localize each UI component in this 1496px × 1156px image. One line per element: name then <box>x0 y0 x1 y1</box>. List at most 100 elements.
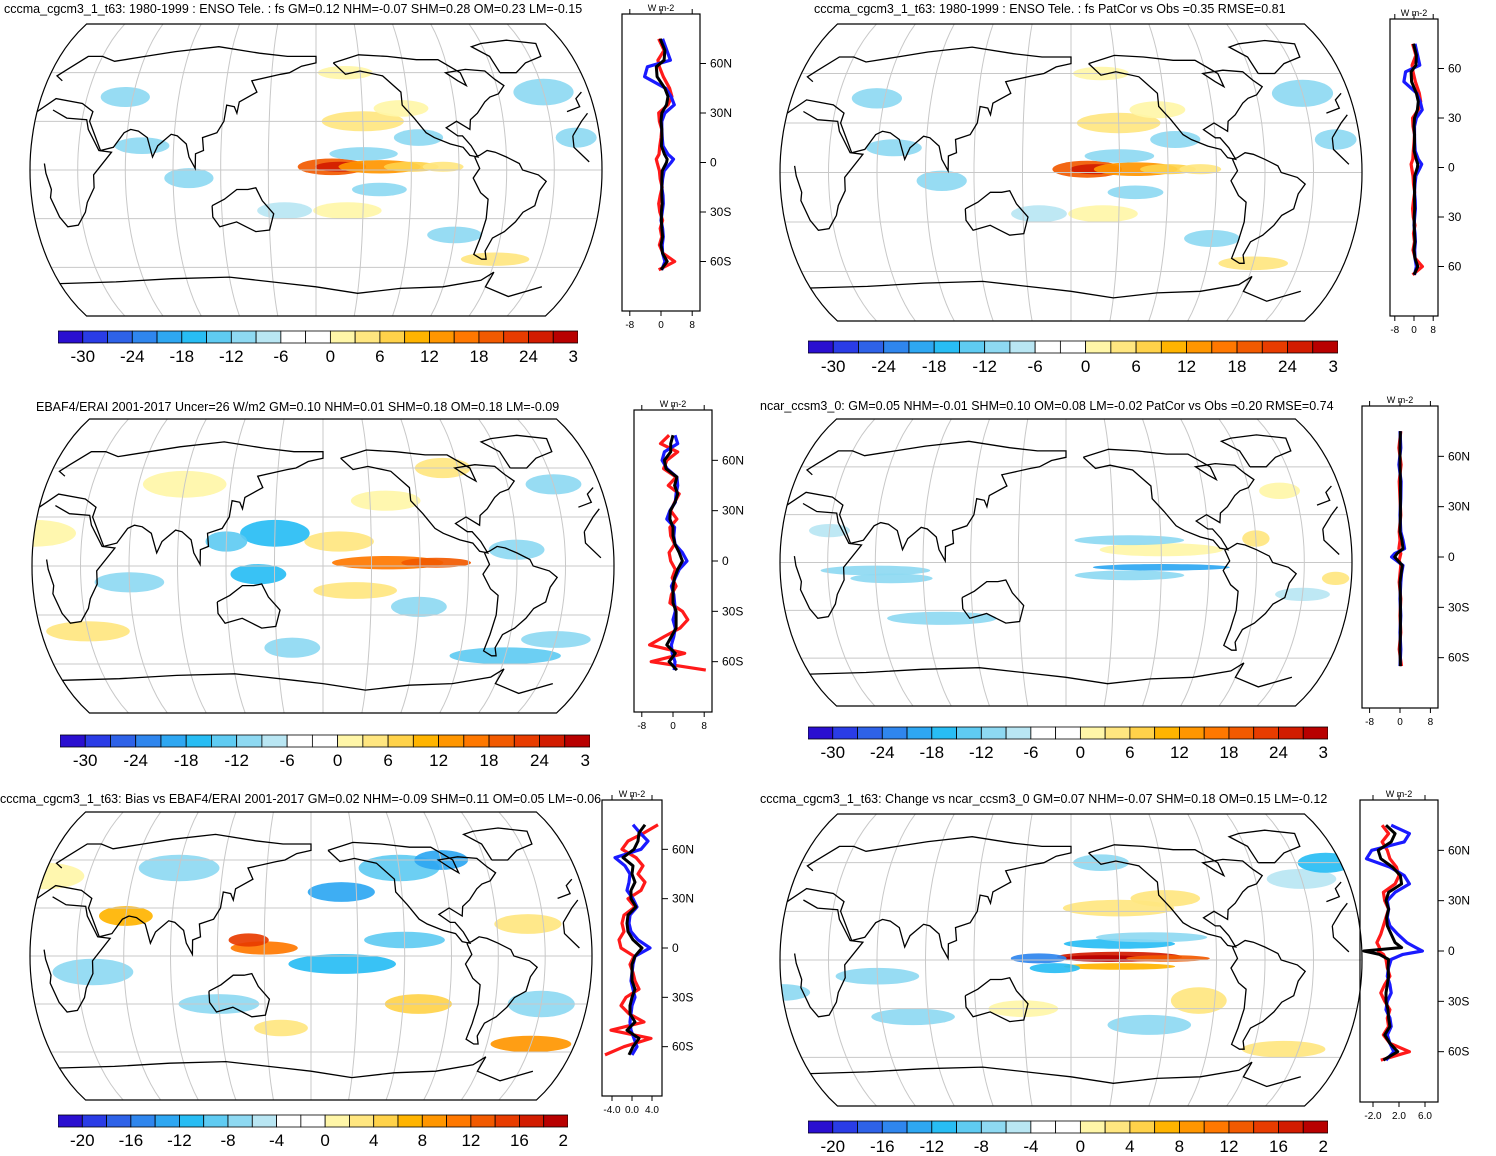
colorbar-tick-label: 20 <box>1319 1137 1328 1156</box>
zonal-y-tick-label: 30N <box>1448 500 1470 514</box>
zonal-y-tick-label: 30N <box>1448 894 1470 908</box>
longitude-gridline <box>827 24 877 321</box>
panel-title: cccma_cgcm3_1_t63: Bias vs EBAF4/ERAI 20… <box>0 792 602 806</box>
colorbar-tick-label: -30 <box>821 357 846 376</box>
colorbar-box <box>980 726 1007 740</box>
colorbar-box <box>1055 726 1081 740</box>
colorbar-box <box>881 726 908 740</box>
colorbar-tick-label: 18 <box>470 347 489 366</box>
zonal-units-label: W m-2 <box>1387 395 1414 405</box>
coastline-africa <box>45 505 117 624</box>
colorbar-tick-label: 12 <box>420 347 439 366</box>
colorbar-box <box>519 1114 545 1128</box>
coastline-asia-europe <box>36 46 317 171</box>
zonal-x-tick-label: 2.0 <box>1392 1111 1406 1122</box>
colorbar-box <box>211 734 238 748</box>
longitude-gridline <box>263 812 274 1100</box>
colorbar-box <box>808 1120 834 1134</box>
zonal-x-tick-label: 0.0 <box>625 1105 639 1116</box>
coastline-asia-europe <box>1326 92 1342 114</box>
anomaly-region <box>1170 987 1227 1014</box>
zonal-y-tick-label: 30N <box>672 892 694 906</box>
colorbar-box <box>1030 726 1057 740</box>
coastline-africa <box>1322 506 1339 530</box>
zonal-x-tick-label: -8 <box>1390 325 1399 336</box>
longitude-gridline <box>924 814 955 1106</box>
colorbar-box <box>528 330 554 344</box>
colorbar-box <box>1278 1120 1304 1134</box>
longitude-gridline <box>973 24 994 321</box>
longitude-gridline <box>973 814 994 1106</box>
colorbar-box <box>543 1114 568 1128</box>
colorbar-box <box>1179 1120 1205 1134</box>
longitude-gridline <box>385 812 406 1100</box>
panel-title: ncar_ccsm3_0: GM=0.05 NHM=-0.01 SHM=0.10… <box>760 399 1334 413</box>
coastline-australia <box>964 977 1029 1023</box>
colorbar-box <box>349 1114 375 1128</box>
longitude-gridline <box>1109 814 1120 1106</box>
colorbar-box <box>1203 1120 1230 1134</box>
zonal-y-tick-label: 60S <box>722 655 743 669</box>
colorbar-box <box>453 330 480 344</box>
coastline-n-america <box>1082 448 1255 551</box>
coastline-africa <box>562 899 579 923</box>
colorbar-box <box>110 734 137 748</box>
zonal-y-tick-label: 60S <box>1448 651 1469 665</box>
anomaly-region <box>1179 164 1222 175</box>
colorbar-box <box>1302 726 1328 740</box>
colorbar-tick-label: 16 <box>1269 1137 1288 1156</box>
colorbar-box <box>300 1114 326 1128</box>
colorbar-tick-label: -4 <box>269 1131 284 1150</box>
colorbar-box <box>980 1120 1007 1134</box>
longitude-gridline <box>1017 419 1029 706</box>
zonal-frame <box>621 13 701 312</box>
colorbar-tick-label: -6 <box>273 347 288 366</box>
colorbar-box <box>984 340 1011 354</box>
zonal-y-tick-label: 30N <box>722 504 744 518</box>
anomaly-region <box>313 202 382 219</box>
longitude-gridline <box>225 419 246 713</box>
colorbar-box <box>1236 340 1263 354</box>
colorbar-tick-label: -8 <box>220 1131 235 1150</box>
anomaly-region <box>350 490 421 511</box>
colorbar-box <box>107 330 133 344</box>
map-border <box>779 813 1363 1107</box>
colorbar-box <box>1005 1120 1032 1134</box>
coastline-africa <box>572 112 589 137</box>
coastline-antarctica <box>1070 275 1301 302</box>
anomaly-region <box>393 129 444 146</box>
colorbar-box <box>488 734 515 748</box>
anomaly-region <box>1321 571 1350 585</box>
anomaly-region <box>1150 131 1201 148</box>
colorbar-box <box>1129 726 1156 740</box>
colorbar-box <box>1110 340 1137 354</box>
colorbar-tick-label: -6 <box>1023 743 1038 762</box>
colorbar-box <box>883 340 910 354</box>
anomaly-region <box>307 882 375 902</box>
colorbar-box <box>906 726 933 740</box>
colorbar-tick-label: 12 <box>1177 357 1196 376</box>
anomaly-region <box>1314 129 1357 150</box>
colorbar-box <box>1154 1120 1180 1134</box>
zonal-panel-1: W m-2 -8 0 8 60N 30N 0 30S 60S <box>621 3 732 331</box>
anomaly-region <box>254 1019 308 1037</box>
anomaly-region <box>1011 205 1067 223</box>
colorbar-box <box>1278 726 1304 740</box>
coastline-antarctica <box>809 667 1067 678</box>
colorbar-tick-label: 24 <box>530 751 549 770</box>
coastline-africa <box>572 135 590 163</box>
colorbar-box <box>82 330 108 344</box>
colorbar-box <box>1312 340 1338 354</box>
colorbar-box <box>1228 1120 1255 1134</box>
colorbar-tick-label: 4 <box>1125 1137 1134 1156</box>
anomaly-region <box>871 1008 955 1026</box>
colorbar-box <box>1005 726 1032 740</box>
colorbar-box <box>81 1114 107 1128</box>
zonal-units-label: W m-2 <box>619 789 646 799</box>
longitude-gridline <box>176 419 207 713</box>
colorbar-box <box>1228 726 1255 740</box>
colorbar-box <box>1160 340 1187 354</box>
colorbar-tick-label: 8 <box>1175 1137 1184 1156</box>
colorbar-panel-4: -30 -24 -18 -12 -6 0 6 12 18 24 30 <box>808 726 1328 762</box>
colorbar-box <box>156 330 183 344</box>
